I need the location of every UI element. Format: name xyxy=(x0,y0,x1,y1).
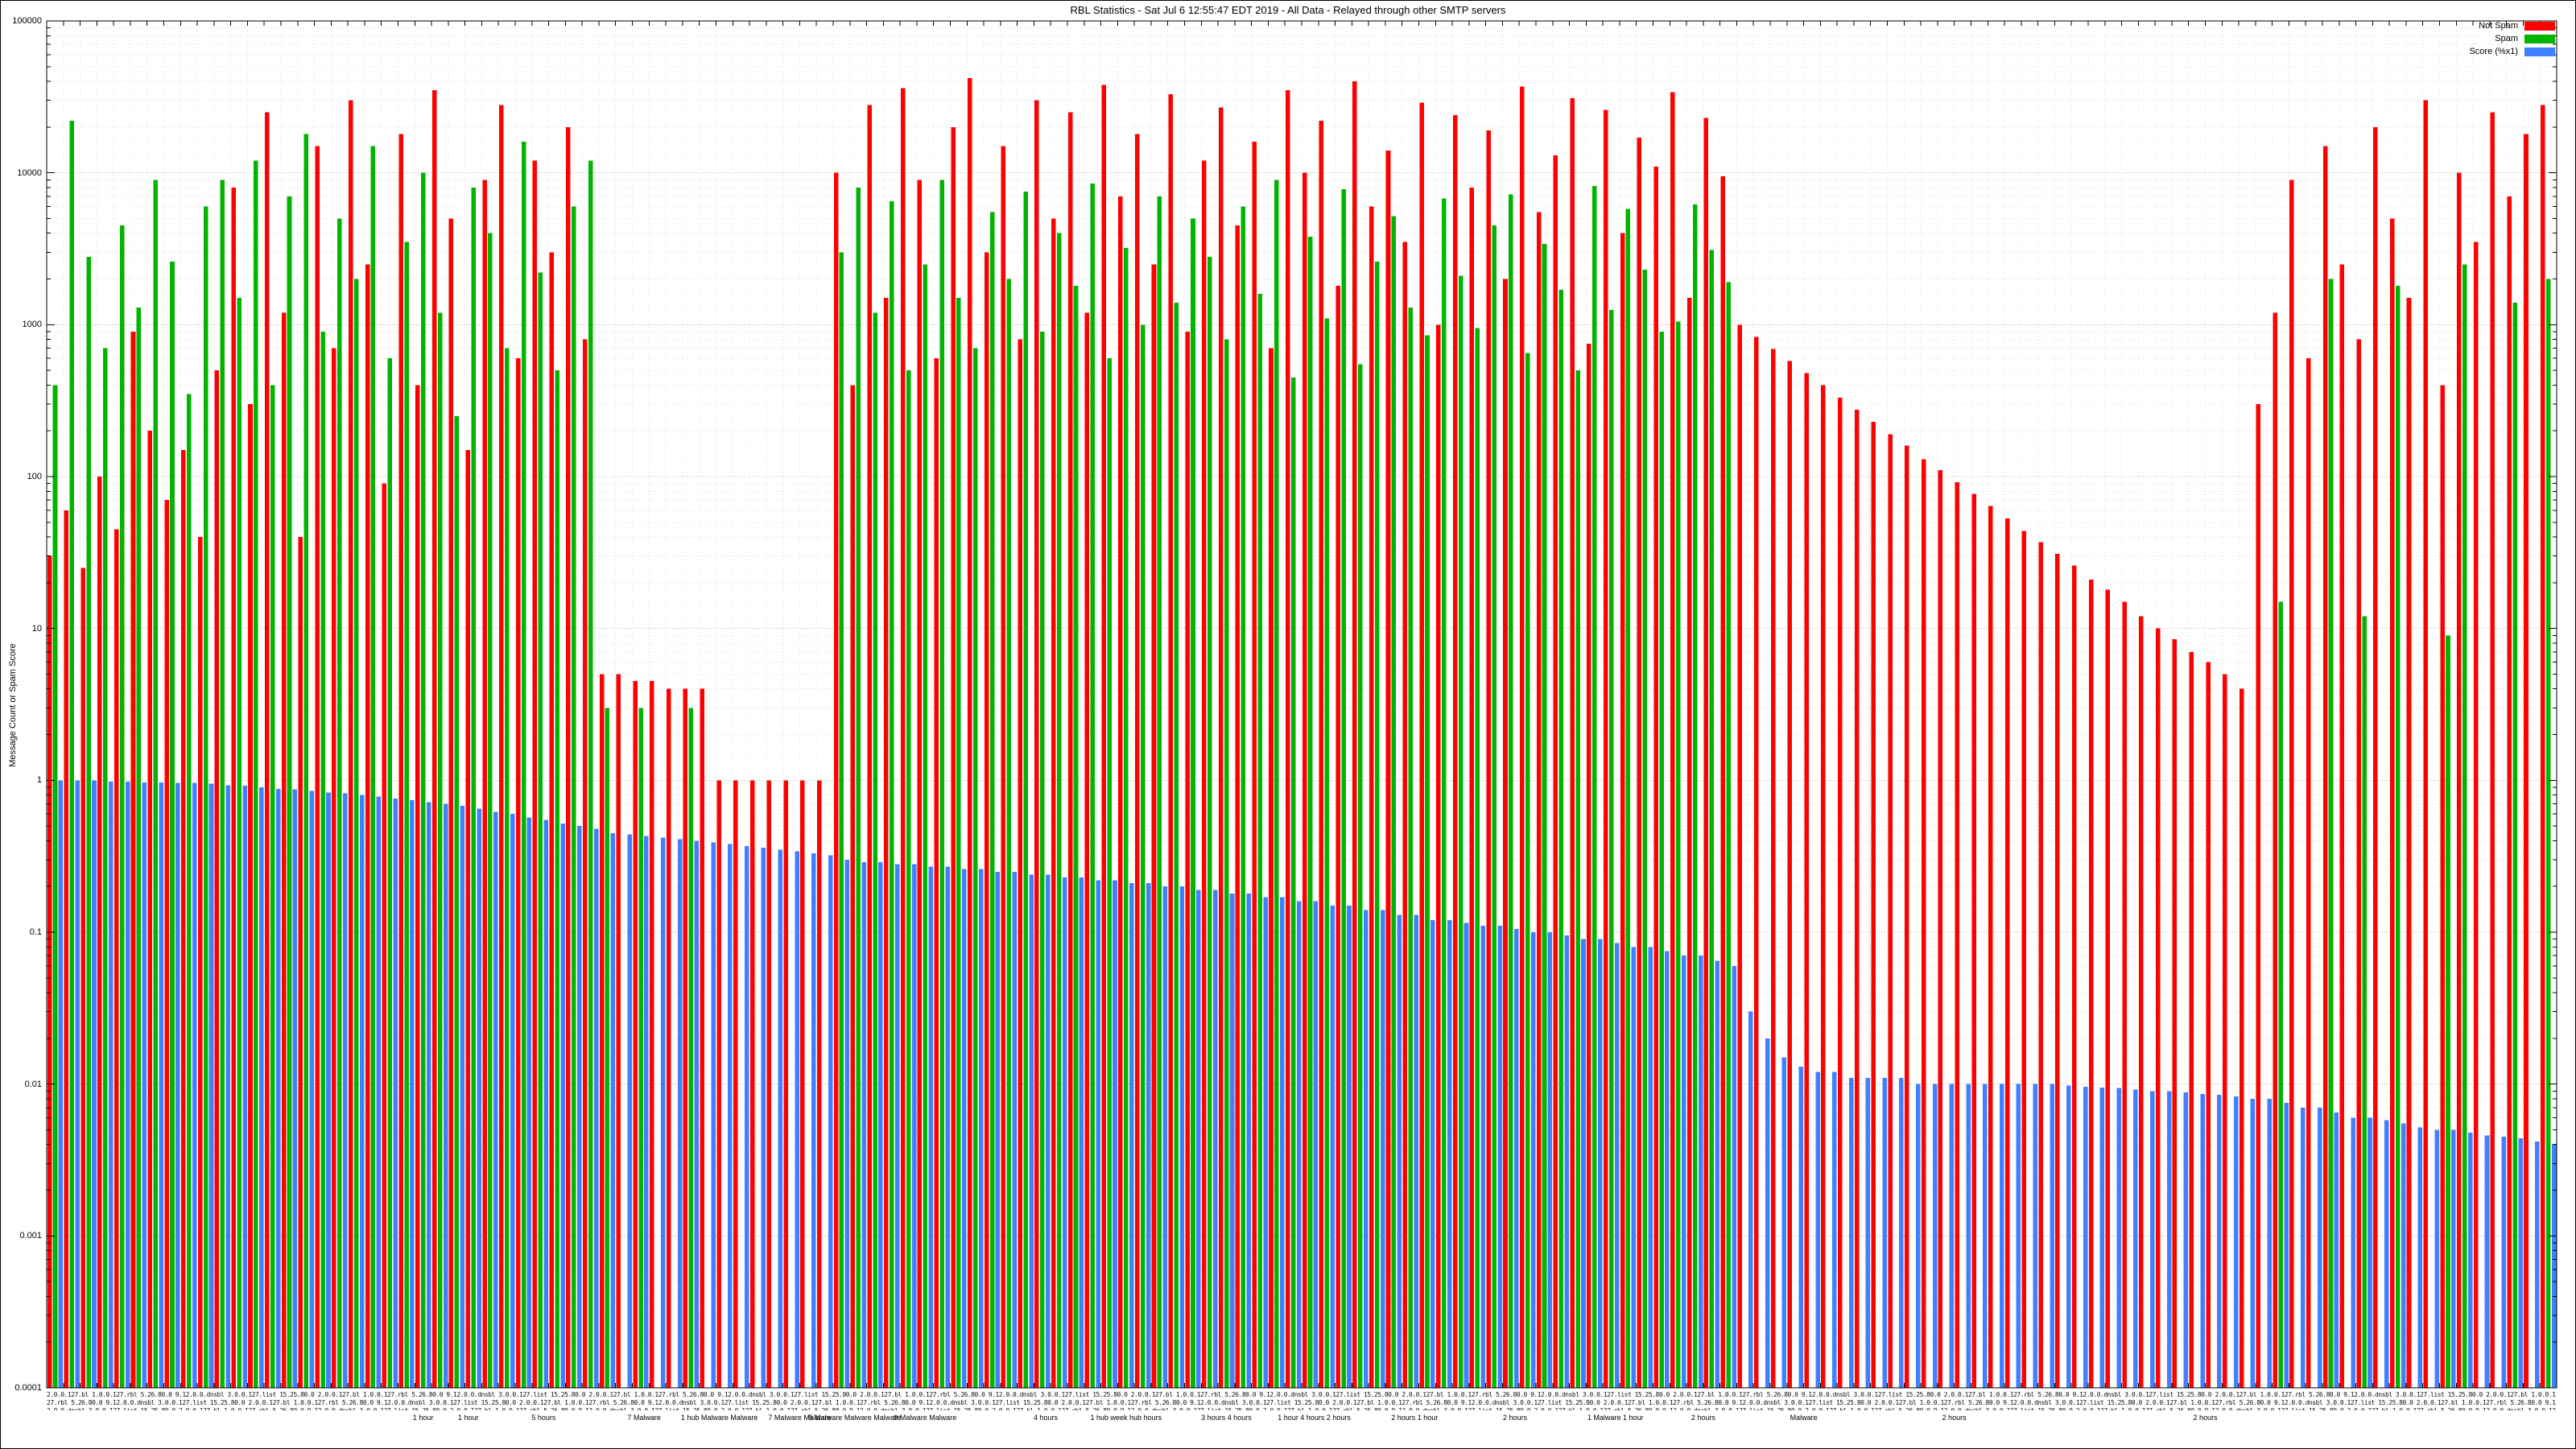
x-footer-labels: 1 hour 1 hour 5 hours 7 Malware 1 hub Malwar… xyxy=(47,1414,2557,1430)
y-tick-label: 100000 xyxy=(12,16,42,26)
legend-item-not-spam: Not Spam xyxy=(2469,19,2555,32)
x-group-label: Malware xyxy=(1790,1414,1818,1422)
y-tick-label: 1000 xyxy=(22,320,42,330)
y-tick-label: 1 xyxy=(36,775,42,786)
x-group-label: 5 Malware Malware Malware xyxy=(808,1414,902,1422)
x-group-label: 7 Malware xyxy=(627,1414,661,1422)
y-tick-label: 0.001 xyxy=(19,1231,42,1241)
legend-label-spam: Spam xyxy=(2495,34,2518,43)
y-tick-label: 100 xyxy=(27,472,42,481)
x-group-label: 5 hours xyxy=(531,1414,556,1422)
x-group-label: 1 hour xyxy=(458,1414,479,1422)
not-spam-swatch-icon xyxy=(2524,21,2555,31)
x-group-label: 1 hub week hub hours xyxy=(1090,1414,1162,1422)
x-group-label: 7 Malware Malware xyxy=(768,1414,832,1422)
x-group-label: 2 hours xyxy=(1942,1414,1967,1422)
x-group-label: 2 hours xyxy=(2193,1414,2218,1422)
x-group-label: 2 hours xyxy=(1503,1414,1528,1422)
y-tick-label: 0.1 xyxy=(29,927,42,937)
x-group-label: 3 hours 4 hours xyxy=(1201,1414,1252,1422)
score-swatch-icon xyxy=(2524,47,2555,56)
legend-item-spam: Spam xyxy=(2469,32,2555,45)
x-group-label: 4 hours xyxy=(1033,1414,1058,1422)
legend-item-score: Score (%x1) xyxy=(2469,45,2555,58)
x-group-label: 1 hour 4 hours 2 hours xyxy=(1278,1414,1351,1422)
y-tick-label: 0.0001 xyxy=(14,1383,42,1393)
x-group-label: 9 Malware Malware xyxy=(894,1414,957,1422)
x-group-label: 2 hours xyxy=(1690,1414,1715,1422)
y-tick-label: 0.01 xyxy=(24,1079,42,1089)
legend-label-not-spam: Not Spam xyxy=(2479,21,2518,31)
y-tick-label: 10000 xyxy=(17,167,42,178)
legend: Not Spam Spam Score (%x1) xyxy=(2469,19,2555,58)
x-group-label: 1 Malware 1 hour xyxy=(1587,1414,1644,1422)
x-group-label: 1 hub Malware Malware xyxy=(680,1414,758,1422)
x-tick-strip: 2.0.0.127.bl 1.0.0.127.rbl 5.26.80.0 9.1… xyxy=(47,1391,2556,1410)
chart-title: RBL Statistics - Sat Jul 6 12:55:47 EDT … xyxy=(1070,4,1506,16)
x-group-label: 2 hours 1 hour xyxy=(1391,1414,1439,1422)
y-tick-label: 10 xyxy=(31,623,42,634)
spam-swatch-icon xyxy=(2524,34,2555,43)
legend-label-score: Score (%x1) xyxy=(2469,47,2518,56)
x-group-label: 1 hour xyxy=(412,1414,434,1422)
